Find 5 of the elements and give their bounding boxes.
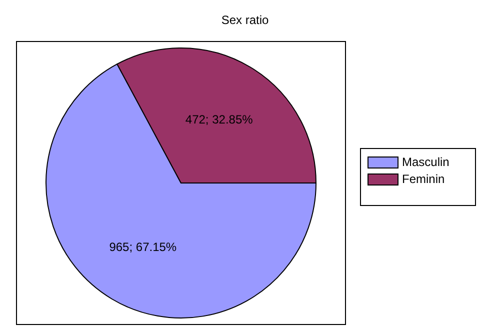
legend-label: Masculin — [402, 155, 450, 170]
data-label: 472; 32.85% — [185, 112, 254, 126]
legend-label: Feminin — [402, 172, 445, 186]
data-label: 965; 67.15% — [109, 240, 177, 254]
chart-title: Sex ratio — [221, 13, 269, 27]
